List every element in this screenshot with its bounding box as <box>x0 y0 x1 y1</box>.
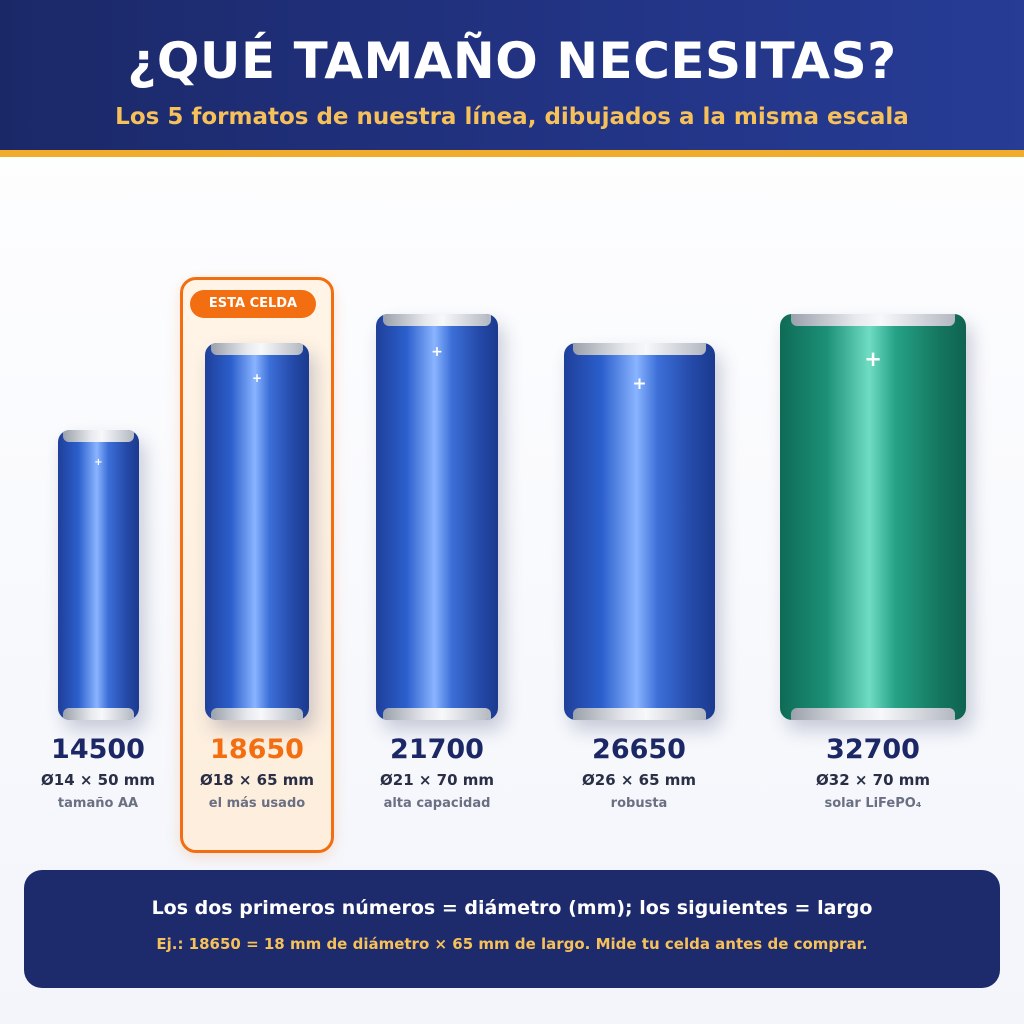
cell-code: 32700 <box>826 734 920 765</box>
battery-bottom-cap <box>573 708 706 720</box>
battery-body <box>205 343 309 720</box>
plus-terminal-icon: + <box>94 457 103 468</box>
cell-dimensions: Ø32 × 70 mm <box>816 771 930 789</box>
cell-code: 21700 <box>390 734 484 765</box>
battery-26650: + <box>564 343 715 720</box>
battery-top-cap <box>573 343 706 355</box>
highlight-tag: ESTA CELDA <box>190 290 316 318</box>
battery-top-cap <box>791 314 955 326</box>
battery-bottom-cap <box>383 708 491 720</box>
battery-bottom-cap <box>791 708 955 720</box>
cell-label-26650: 26650 Ø26 × 65 mm robusta <box>549 733 729 814</box>
cell-dimensions: Ø26 × 65 mm <box>582 771 696 789</box>
cell-code: 18650 <box>210 734 304 765</box>
cell-code: 26650 <box>592 734 686 765</box>
battery-top-cap <box>383 314 491 326</box>
page-subtitle: Los 5 formatos de nuestra línea, dibujad… <box>115 104 909 130</box>
battery-bottom-cap <box>62 708 135 720</box>
cell-description: el más usado <box>208 796 306 811</box>
footer-explanation: Los dos primeros números = diámetro (mm)… <box>151 897 873 919</box>
plus-terminal-icon: + <box>864 347 882 371</box>
page-title: ¿QUÉ TAMAÑO NECESITAS? <box>127 32 897 90</box>
plus-terminal-icon: + <box>632 374 647 394</box>
cell-label-14500: 14500 Ø14 × 50 mm tamaño AA <box>8 733 188 814</box>
header-accent-stripe <box>0 150 1024 157</box>
battery-18650: + <box>205 343 309 720</box>
cell-label-32700: 32700 Ø32 × 70 mm solar LiFePO₄ <box>783 733 963 814</box>
cell-description: solar LiFePO₄ <box>824 796 922 811</box>
battery-body <box>376 314 498 720</box>
cell-description: tamaño AA <box>57 796 139 811</box>
cell-description: robusta <box>610 796 668 811</box>
battery-21700: + <box>376 314 498 720</box>
plus-terminal-icon: + <box>431 344 443 360</box>
battery-body <box>564 343 715 720</box>
cell-dimensions: Ø21 × 70 mm <box>380 771 494 789</box>
battery-32700: + <box>780 314 966 720</box>
plus-terminal-icon: + <box>251 371 263 385</box>
cell-label-18650: 18650 Ø18 × 65 mm el más usado <box>167 733 347 814</box>
battery-top-cap <box>211 343 303 355</box>
footer-example: Ej.: 18650 = 18 mm de diámetro × 65 mm d… <box>156 935 868 953</box>
battery-bottom-cap <box>211 708 303 720</box>
battery-top-cap <box>62 430 135 442</box>
cell-label-21700: 21700 Ø21 × 70 mm alta capacidad <box>347 733 527 814</box>
cell-code: 14500 <box>51 734 145 765</box>
cell-dimensions: Ø14 × 50 mm <box>41 771 155 789</box>
battery-body <box>58 430 139 720</box>
footer-info-box: Los dos primeros números = diámetro (mm)… <box>24 870 1000 988</box>
header-banner: ¿QUÉ TAMAÑO NECESITAS? Los 5 formatos de… <box>0 0 1024 150</box>
battery-body <box>780 314 966 720</box>
battery-14500: + <box>58 430 139 720</box>
cell-description: alta capacidad <box>383 796 491 811</box>
cell-dimensions: Ø18 × 65 mm <box>200 771 314 789</box>
